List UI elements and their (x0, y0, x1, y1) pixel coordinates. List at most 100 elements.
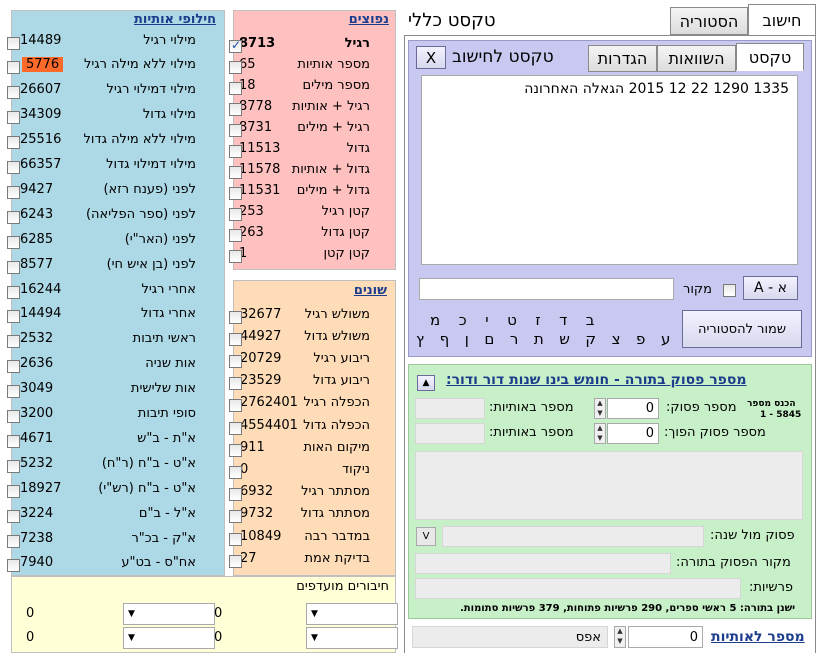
reverse-verse-spinner[interactable]: ▲ ▼ (594, 423, 606, 444)
substitutions-row[interactable]: 3200 סופי תיבות (7, 404, 224, 424)
substitutions-checkbox[interactable] (7, 335, 20, 349)
misc-checkbox[interactable] (229, 488, 242, 502)
clear-button[interactable]: X (416, 46, 446, 69)
substitutions-row[interactable]: 7238 א"ק - בכ"ר (7, 528, 224, 548)
common-checkbox[interactable] (229, 60, 242, 74)
substitutions-checkbox[interactable] (7, 61, 20, 75)
tab-settings[interactable]: הגדרות (588, 45, 657, 72)
substitutions-checkbox[interactable] (7, 559, 20, 573)
substitutions-checkbox[interactable] (7, 36, 20, 50)
substitutions-row[interactable]: 18927 א"ט - ב"ח (רש"י) (7, 478, 224, 498)
misc-row[interactable]: 0 ניקוד (229, 459, 395, 479)
substitutions-row[interactable]: 3224 א"ל - ב"ם (7, 503, 224, 523)
a-aleph-button[interactable]: A - א (743, 276, 798, 300)
substitutions-row[interactable]: 5776 מילוי ללא מילה רגיל (7, 55, 224, 75)
substitutions-checkbox[interactable] (7, 310, 20, 324)
common-row[interactable]: 253 קטן רגיל (229, 201, 395, 221)
substitutions-checkbox[interactable] (7, 534, 20, 548)
common-row[interactable]: 11578 גדול + אותיות (229, 159, 395, 179)
substitutions-row[interactable]: 8577 לפני (בן איש חי) (7, 254, 224, 274)
misc-row[interactable]: 44927 משולש גדול (229, 326, 395, 346)
common-checkbox[interactable] (229, 165, 242, 179)
text-input-area[interactable]: 1335 1290 22 12 2015 הגאלה האחרונה (421, 75, 798, 265)
favorite-select-right-1[interactable]: ▼ (306, 603, 398, 625)
common-row[interactable]: 65 מספר אותיות (229, 54, 395, 74)
misc-row[interactable]: 10849 במדבר רבה (229, 526, 395, 546)
substitutions-row[interactable]: 7940 אח"ס - בט"ע (7, 553, 224, 573)
misc-checkbox[interactable] (229, 465, 242, 479)
misc-checkbox[interactable] (229, 354, 242, 368)
substitutions-row[interactable]: 14489 מילוי רגיל (7, 30, 224, 50)
substitutions-row[interactable]: 3049 אות שלישית (7, 379, 224, 399)
substitutions-checkbox[interactable] (7, 434, 20, 448)
misc-checkbox[interactable] (229, 554, 242, 568)
number-in-letters-input[interactable]: 0 (628, 626, 703, 648)
substitutions-checkbox[interactable] (7, 509, 20, 523)
common-row[interactable]: 263 קטן גדול (229, 222, 395, 242)
misc-row[interactable]: 20729 ריבוע רגיל (229, 348, 395, 368)
substitutions-checkbox[interactable] (7, 484, 20, 498)
tab-history[interactable]: הסטוריה (670, 7, 748, 35)
substitutions-row[interactable]: 66357 מילוי דמילוי גדול (7, 155, 224, 175)
common-row[interactable]: 8713 רגיל (229, 33, 395, 53)
substitutions-row[interactable]: 16244 אחרי רגיל (7, 279, 224, 299)
misc-checkbox[interactable] (229, 310, 242, 324)
common-row[interactable]: 11513 גדול (229, 138, 395, 158)
common-checkbox[interactable] (229, 38, 242, 53)
misc-checkbox[interactable] (229, 443, 242, 457)
verse-number-spinner[interactable]: ▲ ▼ (594, 398, 606, 419)
common-checkbox[interactable] (229, 123, 242, 137)
common-row[interactable]: 8778 רגיל + אותיות (229, 96, 395, 116)
substitutions-checkbox[interactable] (7, 285, 20, 299)
source-checkbox[interactable] (723, 284, 736, 297)
favorite-select-left-1[interactable]: ▼ (123, 603, 215, 625)
substitutions-checkbox[interactable] (7, 136, 20, 150)
common-row[interactable]: 1 קטן קטן (229, 243, 395, 263)
misc-checkbox[interactable] (229, 421, 242, 435)
misc-row[interactable]: 23529 ריבוע גדול (229, 371, 395, 391)
substitutions-row[interactable]: 26607 מילוי דמילוי רגיל (7, 80, 224, 100)
favorite-select-left-2[interactable]: ▼ (123, 627, 215, 649)
number-in-letters-spinner[interactable]: ▲ ▼ (614, 626, 626, 648)
substitutions-checkbox[interactable] (7, 210, 20, 224)
misc-row[interactable]: 9732 מסתתר גדול (229, 504, 395, 524)
misc-row[interactable]: 2762401 הכפלה רגיל (229, 393, 395, 413)
misc-checkbox[interactable] (229, 377, 242, 391)
common-checkbox[interactable] (229, 186, 242, 200)
substitutions-checkbox[interactable] (7, 185, 20, 199)
tab-calc[interactable]: חישוב (748, 4, 816, 36)
substitutions-checkbox[interactable] (7, 260, 20, 274)
collapse-button[interactable]: ▲ (417, 375, 435, 391)
substitutions-row[interactable]: 5232 א"ט - ב"ח (ר"ח) (7, 453, 224, 473)
common-row[interactable]: 18 מספר מילים (229, 75, 395, 95)
common-checkbox[interactable] (229, 207, 242, 221)
misc-row[interactable]: 911 מיקום האות (229, 437, 395, 457)
substitutions-checkbox[interactable] (7, 111, 20, 125)
substitutions-row[interactable]: 4671 א"ת - ב"ש (7, 428, 224, 448)
misc-checkbox[interactable] (229, 332, 242, 346)
tab-compare[interactable]: השוואות (657, 45, 736, 72)
year-verse-dropdown[interactable]: V (416, 527, 436, 546)
misc-checkbox[interactable] (229, 510, 242, 524)
substitutions-checkbox[interactable] (7, 86, 20, 100)
common-checkbox[interactable] (229, 81, 242, 95)
substitutions-row[interactable]: 9427 לפני (פענח רזא) (7, 179, 224, 199)
substitutions-row[interactable]: 6285 לפני (האר"י) (7, 229, 224, 249)
common-checkbox[interactable] (229, 144, 242, 158)
tab-text[interactable]: טקסט (736, 43, 804, 71)
common-row[interactable]: 11531 גדול + מילים (229, 180, 395, 200)
substitutions-checkbox[interactable] (7, 161, 20, 174)
misc-checkbox[interactable] (229, 399, 242, 413)
source-input[interactable] (419, 278, 674, 300)
substitutions-checkbox[interactable] (7, 360, 20, 374)
substitutions-row[interactable]: 34309 מילוי גדול (7, 105, 224, 125)
common-row[interactable]: 8731 רגיל + מילים (229, 117, 395, 137)
common-checkbox[interactable] (229, 102, 242, 116)
common-checkbox[interactable] (229, 249, 242, 263)
substitutions-checkbox[interactable] (7, 385, 20, 399)
substitutions-row[interactable]: 14494 אחרי גדול (7, 304, 224, 324)
misc-checkbox[interactable] (229, 532, 242, 546)
substitutions-checkbox[interactable] (7, 459, 20, 473)
verse-number-input[interactable]: 0 (607, 398, 659, 419)
substitutions-row[interactable]: 6243 לפני (ספר הפליאה) (7, 204, 224, 224)
